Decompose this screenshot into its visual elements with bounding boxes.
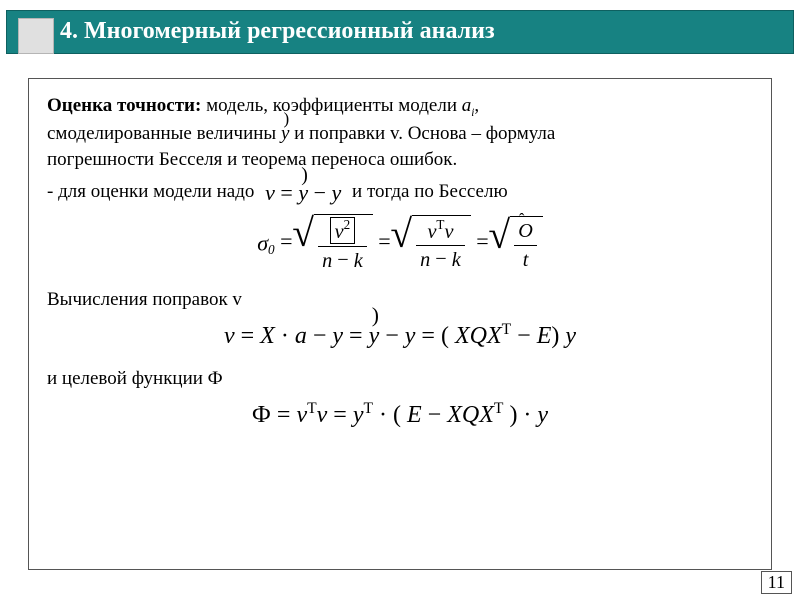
- f1-v: v: [335, 221, 344, 243]
- intro-comma: ,: [474, 95, 479, 116]
- frac-2: vTv n − k: [416, 218, 465, 272]
- eq3-T3: T: [494, 400, 504, 417]
- v-formula: v = X · a − y = )y − y = ( XQXT − E) y: [47, 319, 753, 352]
- var-a: a: [462, 95, 472, 116]
- ieq-eq: =: [275, 180, 298, 205]
- y-hat-2: )y: [298, 178, 308, 208]
- f3-t: t: [523, 249, 529, 271]
- eq2-Q: Q: [470, 323, 487, 349]
- p4-b: и тогда по Бесселю: [352, 182, 508, 203]
- eq2-y3: y: [565, 323, 576, 349]
- line2-a: смоделированные величины: [47, 123, 281, 144]
- sqrt-1: v2 n − k: [314, 214, 373, 273]
- eq2-y2: y: [405, 323, 416, 349]
- sqrt-3: ˆO t: [510, 216, 543, 271]
- line2-b: и поправки v. Основа – формула: [289, 123, 555, 144]
- ieq-v: v: [265, 180, 275, 205]
- eq2-X3: X: [487, 323, 502, 349]
- header-tab: [18, 18, 54, 54]
- f2-n: n: [420, 250, 430, 272]
- intro-paragraph: Оценка точности: модель, коэффициенты мо…: [47, 93, 753, 172]
- f2-k: k: [452, 250, 461, 272]
- eq3-y1: y: [353, 402, 364, 428]
- p4-a: - для оценки модели надо: [47, 182, 259, 203]
- eq2-T: T: [502, 321, 512, 338]
- y-hat-1: )y: [281, 121, 289, 147]
- model-eval-line: - для оценки модели надо v = )y − y и то…: [47, 178, 753, 208]
- slide-title: 4. Многомерный регрессионный анализ: [52, 10, 794, 52]
- objective-label: и целевой функции Ф: [47, 366, 753, 392]
- eq3-T2: T: [363, 400, 373, 417]
- ieq-minus: −: [308, 180, 331, 205]
- y-hat-3: )y: [369, 320, 380, 352]
- eq2-v: v: [224, 323, 235, 349]
- page-number: 11: [761, 571, 792, 594]
- o-hat-acc: ˆ: [519, 211, 524, 229]
- eq3-X1: X: [447, 402, 462, 428]
- eq2-a: a: [295, 323, 307, 349]
- intro-strong: Оценка точности:: [47, 95, 201, 116]
- f1-k: k: [354, 251, 363, 273]
- eq2-E: E: [537, 323, 552, 349]
- boxed-vsq: v2: [330, 217, 356, 244]
- f2-v2: v: [444, 221, 453, 243]
- content-box: Оценка точности: модель, коэффициенты мо…: [28, 78, 772, 570]
- eq2-X2: X: [455, 323, 470, 349]
- corrections-label: Вычисления поправок v: [47, 287, 753, 313]
- ieq-y: y: [332, 180, 342, 205]
- f1-sup2: 2: [344, 217, 351, 232]
- sigma-formula: σ0 = v2 n − k = vTv n − k =: [47, 214, 753, 273]
- eq3-Phi: Ф: [252, 402, 271, 428]
- eq3-Q: Q: [462, 402, 479, 428]
- intro-text-a: модель, коэффициенты модели: [201, 95, 461, 116]
- eq3-X2: X: [479, 402, 494, 428]
- sqrt-2: vTv n − k: [412, 215, 471, 272]
- frac-3: ˆO t: [514, 219, 537, 271]
- f1-n: n: [322, 251, 332, 273]
- eq3-T1: T: [307, 400, 317, 417]
- sigma: σ: [257, 231, 268, 256]
- sigma-sub: 0: [268, 242, 275, 257]
- eq3-y2: y: [537, 402, 548, 428]
- eq2-X1: X: [260, 323, 275, 349]
- phi-formula: Ф = vTv = yT · ( E − XQXT ) · y: [47, 398, 753, 431]
- eq3-v1: v: [296, 402, 307, 428]
- O-hat: ˆO: [518, 220, 533, 242]
- eq2-y1: y: [332, 323, 343, 349]
- eq3-E: E: [407, 402, 422, 428]
- frac-1: v2 n − k: [318, 217, 367, 273]
- inline-eq-v: v = )y − y: [265, 178, 341, 208]
- eq3-v2: v: [317, 402, 328, 428]
- line3: погрешности Бесселя и теорема переноса о…: [47, 149, 457, 170]
